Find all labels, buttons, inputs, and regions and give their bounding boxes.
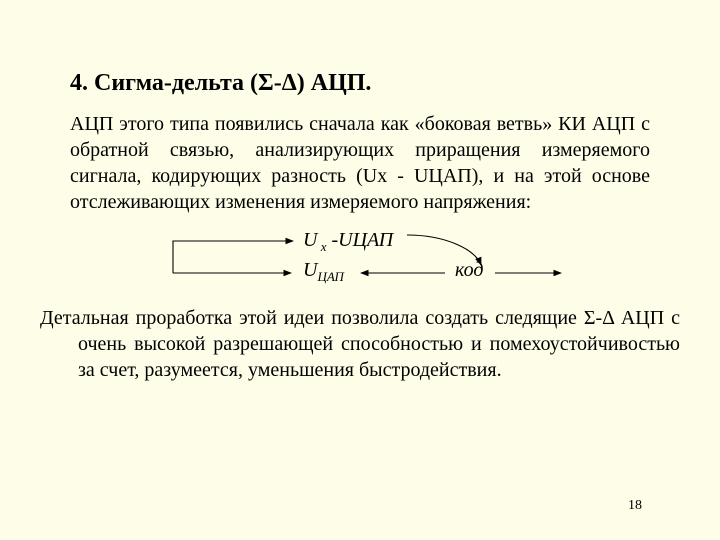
diagram-label-ucap: UЦАП [303, 259, 344, 285]
page: 4. Сигма-дельта (Σ-Δ) АЦП. АЦП этого тип… [0, 0, 720, 540]
paragraph-2: Детальная проработка этой идеи позволила… [40, 305, 680, 383]
diagram-label-ux: U x -UЦАП [303, 229, 393, 255]
page-number: 18 [628, 498, 642, 514]
feedback-diagram: U x -UЦАП UЦАП код [145, 227, 575, 291]
section-title: 4. Сигма-дельта (Σ-Δ) АЦП. [70, 70, 650, 97]
diagram-label-kod: код [455, 259, 483, 282]
paragraph-1: АЦП этого типа появились сначала как «бо… [70, 111, 650, 215]
